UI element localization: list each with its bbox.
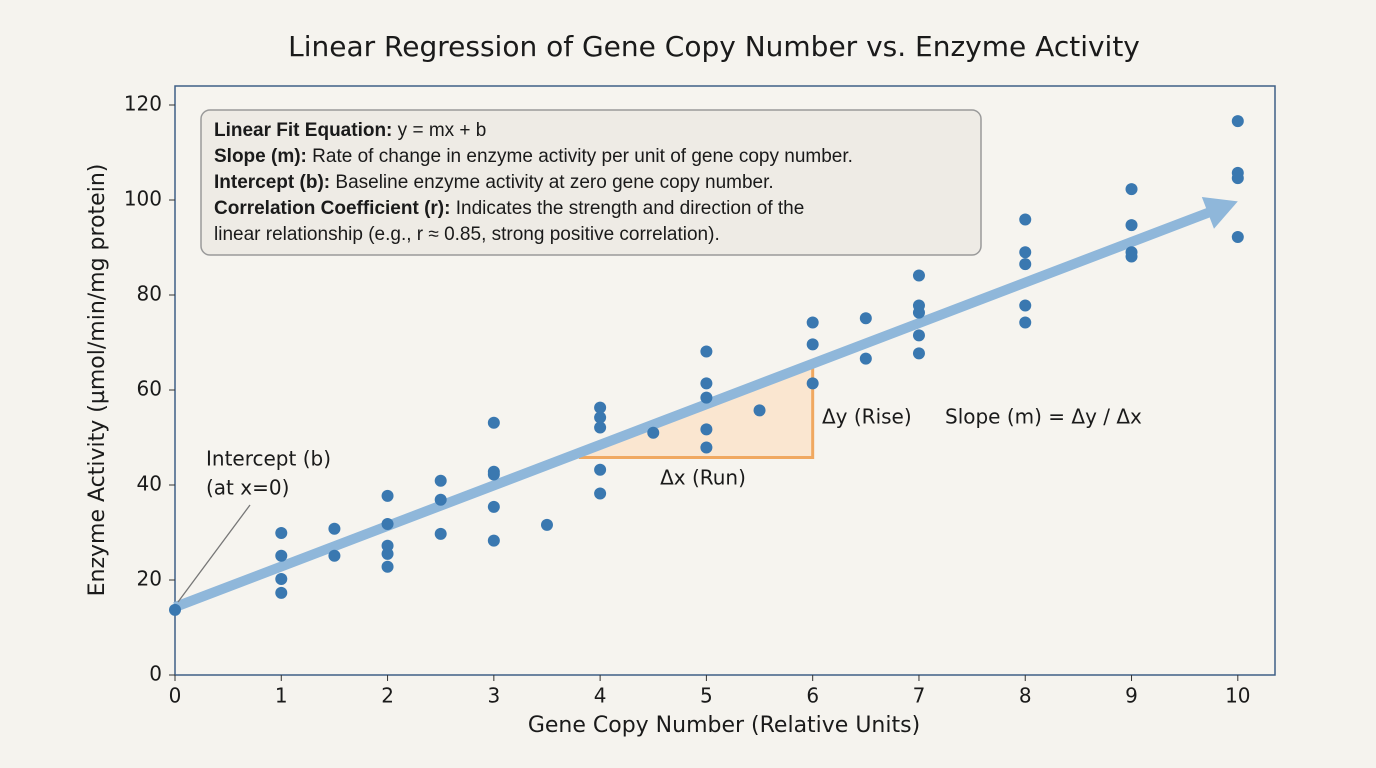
intercept-pointer bbox=[177, 504, 251, 603]
fit-arrowhead bbox=[1201, 196, 1238, 229]
data-point bbox=[912, 347, 925, 360]
x-tick-label: 5 bbox=[700, 684, 713, 708]
data-point bbox=[1125, 250, 1138, 263]
y-tick-label: 60 bbox=[137, 377, 162, 401]
data-point bbox=[1231, 172, 1244, 185]
data-point bbox=[1019, 246, 1032, 259]
annotation: Δy (Rise) bbox=[822, 405, 912, 429]
data-point bbox=[275, 549, 288, 562]
slope-triangle-edge bbox=[578, 367, 815, 459]
x-tick-label: 4 bbox=[594, 684, 607, 708]
chart-title: Linear Regression of Gene Copy Number vs… bbox=[288, 30, 1140, 63]
data-point bbox=[1019, 316, 1032, 329]
info-box bbox=[200, 109, 982, 256]
x-tick-label: 9 bbox=[1125, 684, 1138, 708]
info-description: Baseline enzyme activity at zero gene co… bbox=[335, 172, 773, 193]
data-point bbox=[381, 560, 394, 573]
data-point bbox=[381, 547, 394, 560]
x-axis-label: Gene Copy Number (Relative Units) bbox=[528, 713, 920, 738]
data-point bbox=[700, 345, 713, 358]
data-point bbox=[434, 474, 447, 487]
y-tick-label: 100 bbox=[124, 187, 162, 211]
data-point bbox=[275, 573, 288, 586]
y-tick-label: 0 bbox=[149, 662, 162, 686]
info-line: Intercept (b): Baseline enzyme activity … bbox=[214, 172, 774, 193]
info-term: Slope (m): bbox=[214, 146, 307, 167]
annotation: Intercept (b) bbox=[206, 447, 331, 471]
info-line: Slope (m): Rate of change in enzyme acti… bbox=[214, 146, 853, 167]
x-tick-label: 10 bbox=[1225, 684, 1250, 708]
data-point bbox=[859, 352, 872, 365]
info-description: linear relationship (e.g., r ≈ 0.85, str… bbox=[214, 224, 720, 245]
data-point bbox=[594, 411, 607, 424]
annotation: (at x=0) bbox=[206, 476, 289, 500]
data-point bbox=[169, 603, 181, 616]
data-point bbox=[1231, 115, 1244, 128]
data-point bbox=[700, 377, 713, 390]
data-point bbox=[1019, 213, 1032, 226]
data-point bbox=[1125, 219, 1138, 232]
data-point bbox=[806, 338, 819, 351]
data-point bbox=[275, 586, 288, 599]
data-point bbox=[328, 522, 341, 535]
data-point bbox=[487, 468, 500, 481]
data-point bbox=[806, 316, 819, 329]
x-tick-label: 0 bbox=[169, 684, 182, 708]
data-point bbox=[434, 527, 447, 540]
annotation: Slope (m) = Δy / Δx bbox=[945, 405, 1142, 429]
data-point bbox=[434, 493, 447, 506]
info-line: Linear Fit Equation: y = mx + b bbox=[214, 120, 486, 141]
info-term: Intercept (b): bbox=[214, 172, 330, 193]
data-point bbox=[700, 423, 713, 436]
data-point bbox=[912, 269, 925, 282]
x-tick-label: 1 bbox=[275, 684, 288, 708]
data-point bbox=[1019, 299, 1032, 312]
data-point bbox=[1231, 231, 1244, 244]
info-description: Rate of change in enzyme activity per un… bbox=[312, 146, 853, 167]
x-tick-label: 2 bbox=[381, 684, 394, 708]
data-point bbox=[700, 391, 713, 404]
y-tick-label: 20 bbox=[137, 567, 162, 591]
data-point bbox=[275, 526, 288, 539]
data-point bbox=[487, 416, 500, 429]
data-point bbox=[912, 329, 925, 342]
annotation: Δx (Run) bbox=[660, 466, 746, 490]
info-line: Correlation Coefficient (r): Indicates t… bbox=[214, 198, 804, 219]
y-axis-label: Enzyme Activity (µmol/min/mg protein) bbox=[85, 164, 110, 597]
data-point bbox=[806, 377, 819, 390]
info-line: linear relationship (e.g., r ≈ 0.85, str… bbox=[214, 224, 720, 245]
x-tick-label: 6 bbox=[806, 684, 819, 708]
data-point bbox=[1019, 258, 1032, 271]
info-text: Linear Fit Equation: y = mx + b Slope (m)… bbox=[214, 120, 853, 245]
data-point bbox=[594, 487, 607, 500]
data-point bbox=[1125, 183, 1138, 196]
data-point bbox=[487, 534, 500, 547]
y-tick-label: 80 bbox=[137, 282, 162, 306]
info-description: Indicates the strength and direction of … bbox=[456, 198, 805, 219]
info-term: Linear Fit Equation: bbox=[214, 120, 392, 141]
data-point bbox=[859, 312, 872, 325]
y-tick-label: 120 bbox=[124, 92, 162, 116]
data-point bbox=[700, 441, 713, 454]
info-term: Correlation Coefficient (r): bbox=[214, 198, 450, 219]
info-description: y = mx + b bbox=[398, 120, 487, 141]
data-point bbox=[381, 517, 394, 530]
data-point bbox=[912, 306, 925, 319]
data-point bbox=[647, 426, 660, 439]
data-point bbox=[594, 421, 607, 434]
data-point bbox=[328, 549, 341, 562]
data-point bbox=[540, 518, 553, 531]
fit-line bbox=[173, 207, 1212, 612]
data-point bbox=[381, 489, 394, 502]
y-tick-label: 40 bbox=[137, 472, 162, 496]
x-tick-label: 7 bbox=[913, 684, 926, 708]
x-tick-label: 3 bbox=[487, 684, 500, 708]
data-point bbox=[753, 404, 766, 417]
x-tick-label: 8 bbox=[1019, 684, 1032, 708]
data-point bbox=[594, 401, 607, 414]
data-point bbox=[487, 500, 500, 513]
data-point bbox=[594, 463, 607, 476]
